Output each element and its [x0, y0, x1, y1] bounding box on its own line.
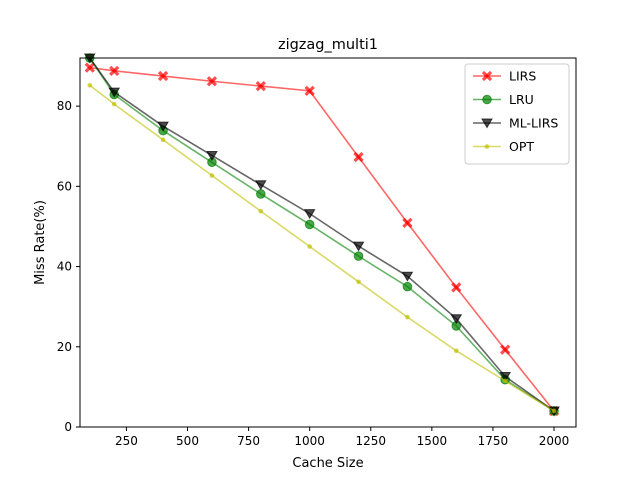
data-point	[502, 378, 508, 384]
data-point	[500, 344, 511, 355]
chart-title: zigzag_multi1	[278, 37, 378, 53]
legend-item-opt: OPT	[473, 139, 534, 154]
y-tick-label: 60	[57, 179, 72, 193]
plot-frame	[79, 57, 577, 428]
data-point	[84, 62, 95, 73]
x-axis-label: Cache Size	[292, 456, 363, 471]
data-point	[157, 70, 169, 82]
data-point	[209, 173, 215, 178]
x-tick-label: 2000	[539, 434, 570, 448]
x-tick-label: 1250	[355, 434, 386, 448]
data-point	[352, 241, 365, 252]
data-point	[206, 76, 218, 87]
x-tick-label: 250	[115, 434, 138, 448]
y-tick-label: 80	[57, 99, 72, 113]
x-tick-label: 1000	[294, 434, 325, 448]
data-point	[450, 314, 463, 325]
data-point	[304, 219, 315, 230]
data-point	[87, 82, 93, 88]
data-point	[157, 121, 169, 132]
y-tick-label: 0	[64, 420, 72, 434]
legend-label: LIRS	[509, 69, 536, 84]
legend-item-lirs: LIRS	[473, 69, 536, 84]
legend-label: LRU	[509, 92, 534, 107]
legend-box	[464, 63, 570, 165]
legend-item-lru: LRU	[473, 92, 534, 107]
data-point	[255, 80, 266, 92]
x-tick-label: 750	[237, 434, 260, 448]
data-point	[405, 314, 410, 320]
data-point	[499, 371, 512, 382]
data-point	[353, 251, 364, 261]
data-point	[451, 282, 462, 293]
x-tick-label: 1750	[478, 434, 509, 448]
legend-label: OPT	[509, 139, 534, 154]
x-tick-label: 500	[176, 434, 199, 448]
legend-label: ML-LIRS	[509, 116, 558, 131]
legend-marker	[481, 70, 493, 82]
data-point	[402, 281, 413, 292]
data-point	[109, 65, 120, 76]
y-tick-label: 20	[57, 340, 72, 354]
series-ml-lirs	[83, 53, 560, 417]
series-opt	[87, 82, 557, 414]
data-point	[111, 101, 117, 107]
x-tick-label: 1500	[417, 434, 448, 448]
legend-marker	[481, 118, 493, 129]
data-point	[160, 137, 166, 143]
plot-area	[83, 53, 560, 417]
data-point	[256, 189, 266, 199]
data-point	[356, 279, 361, 285]
data-point	[402, 217, 413, 228]
data-point	[551, 408, 557, 414]
data-point	[303, 209, 316, 220]
legend-marker	[482, 94, 492, 105]
data-point	[206, 150, 218, 161]
y-axis-label: Miss Rate(%)	[33, 200, 48, 285]
data-point	[453, 348, 459, 354]
data-point	[108, 87, 121, 98]
legend-marker	[484, 144, 490, 149]
legend-item-ml-lirs: ML-LIRS	[473, 116, 558, 131]
data-point	[258, 208, 264, 214]
data-point	[254, 180, 267, 191]
y-tick-label: 40	[57, 260, 72, 274]
data-point	[307, 244, 312, 249]
data-point	[304, 85, 315, 97]
legend: LIRS LRU ML-LIRS OPT	[464, 63, 570, 165]
data-point	[353, 151, 364, 163]
axis-ticks: 250 500 750 1000 1250 1500 1750 2000 0 20 40 60 80	[57, 99, 570, 448]
data-point	[401, 271, 414, 282]
